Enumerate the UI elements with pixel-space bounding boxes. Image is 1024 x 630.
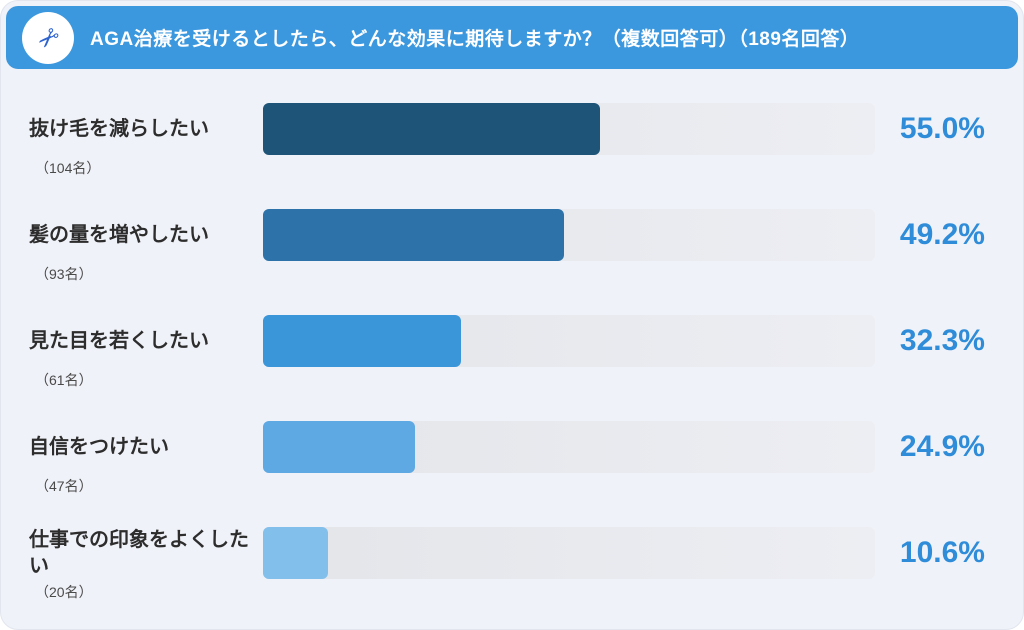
chart-row: 髪の量を増やしたい （93名） 49.2% bbox=[29, 209, 985, 284]
bar-track bbox=[263, 209, 875, 261]
bar-fill bbox=[263, 209, 565, 261]
respondent-count: （47名） bbox=[35, 478, 93, 494]
category-label: 自信をつけたい bbox=[29, 436, 169, 458]
category-label: 抜け毛を減らしたい bbox=[29, 118, 209, 140]
bar-fill bbox=[263, 315, 461, 367]
respondent-count: （93名） bbox=[35, 266, 93, 282]
scissors-icon: ✂ bbox=[22, 11, 74, 64]
category-label: 髪の量を増やしたい bbox=[29, 224, 209, 246]
bar-fill bbox=[263, 103, 600, 155]
chart-row: 見た目を若くしたい （61名） 32.3% bbox=[29, 315, 985, 390]
category-label: 仕事での印象をよくしたい bbox=[29, 529, 249, 577]
respondent-count: （20名） bbox=[35, 584, 93, 600]
bar-fill bbox=[263, 527, 328, 579]
percent-label: 55.0% bbox=[899, 112, 985, 145]
bar-track bbox=[263, 315, 875, 367]
respondent-count: （104名） bbox=[35, 160, 101, 176]
percent-label: 24.9% bbox=[899, 430, 985, 463]
category-label: 見た目を若くしたい bbox=[29, 330, 209, 352]
chart-row: 自信をつけたい （47名） 24.9% bbox=[29, 421, 985, 496]
bar-track bbox=[263, 527, 875, 579]
bar-fill bbox=[263, 421, 416, 473]
chart-row: 仕事での印象をよくしたい （20名） 10.6% bbox=[29, 527, 985, 602]
respondent-count: （61名） bbox=[35, 372, 93, 388]
chart-row: 抜け毛を減らしたい （104名） 55.0% bbox=[29, 103, 985, 178]
percent-label: 32.3% bbox=[899, 324, 985, 357]
percent-label: 49.2% bbox=[899, 218, 985, 251]
bar-chart: 抜け毛を減らしたい （104名） 55.0% 髪の量を増やしたい （93名） 4… bbox=[1, 69, 1023, 629]
percent-label: 10.6% bbox=[899, 536, 985, 569]
bar-track bbox=[263, 103, 875, 155]
bar-track bbox=[263, 421, 875, 473]
question-title: AGA治療を受けるとしたら、どんな効果に期待しますか？（複数回答可）（189名回… bbox=[90, 29, 860, 50]
question-header: ✂ AGA治療を受けるとしたら、どんな効果に期待しますか？（複数回答可）（189… bbox=[6, 6, 1018, 69]
